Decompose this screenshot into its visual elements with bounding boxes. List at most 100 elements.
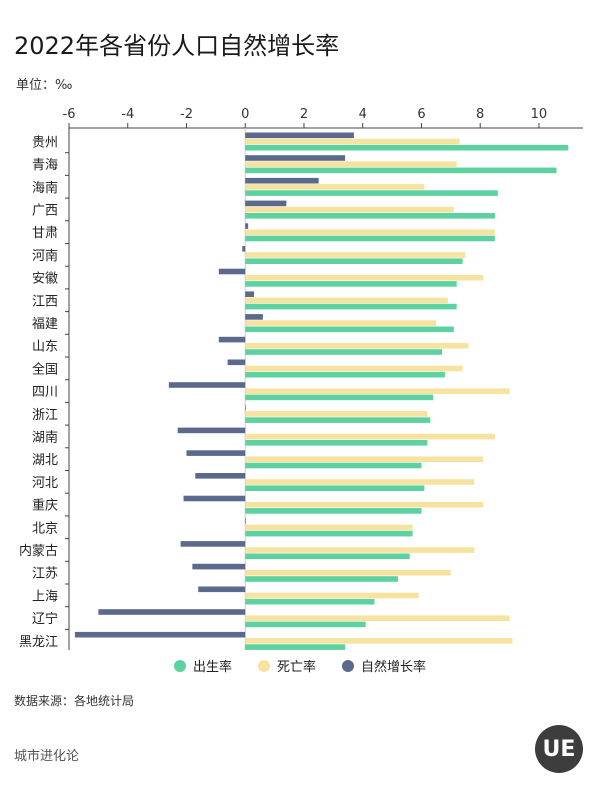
bar-natural	[168, 382, 246, 388]
brand-logo-icon: UE	[535, 725, 583, 773]
y-category-label: 全国	[32, 361, 58, 377]
x-tick-label: 2	[300, 107, 308, 122]
bar-birth	[245, 235, 495, 242]
bar-death	[245, 297, 448, 304]
y-category-label: 安徽	[32, 272, 58, 287]
bar-natural	[245, 291, 255, 297]
bar-death	[245, 206, 454, 213]
bar-death	[245, 252, 466, 258]
bar-birth	[245, 644, 346, 650]
bar-death	[245, 229, 495, 236]
y-category-label: 江苏	[32, 566, 58, 582]
y-category-label: 四川	[32, 385, 58, 400]
bar-birth	[245, 553, 410, 560]
unit-label: 单位：‰	[16, 78, 73, 93]
bar-natural	[218, 268, 246, 275]
bar-death	[245, 138, 460, 145]
bar-death	[245, 320, 437, 326]
bar-birth	[245, 621, 366, 628]
data-source: 数据来源：各地统计局	[14, 694, 135, 708]
y-category-label: 北京	[32, 521, 58, 536]
y-category-label: 青海	[32, 158, 58, 173]
y-category-label: 贵州	[32, 135, 58, 150]
bar-death	[245, 161, 457, 167]
y-category-label: 上海	[32, 589, 58, 604]
legend-item-birth[interactable]: 出生率	[173, 656, 232, 675]
bar-birth	[245, 485, 425, 491]
bar-death	[245, 274, 484, 281]
bar-natural	[218, 336, 246, 343]
y-category-label: 福建	[32, 317, 58, 332]
bar-death	[245, 365, 463, 372]
chart-legend: 出生率 死亡率 自然增长率	[0, 656, 600, 675]
bar-natural	[245, 223, 249, 229]
bar-death	[245, 433, 495, 440]
y-category-label: 湖北	[32, 453, 58, 468]
bar-death	[245, 615, 510, 621]
bar-natural	[245, 518, 246, 524]
legend-swatch-birth	[173, 659, 186, 672]
x-tick-label: -2	[180, 107, 193, 122]
bar-death	[245, 388, 510, 394]
bar-birth	[245, 258, 463, 264]
bar-death	[245, 411, 428, 417]
bar-birth	[245, 213, 495, 219]
bar-natural	[245, 200, 287, 207]
bar-death	[245, 638, 513, 644]
y-category-label: 重庆	[32, 498, 58, 514]
y-category-label: 甘肃	[32, 226, 58, 241]
x-tick-label: -6	[63, 107, 76, 122]
legend-item-natural[interactable]: 自然增长率	[342, 656, 426, 675]
bar-natural	[192, 563, 246, 570]
bar-death	[245, 343, 469, 349]
bar-birth	[245, 462, 422, 469]
bar-birth	[245, 576, 398, 582]
bar-natural	[186, 450, 246, 456]
bar-natural	[180, 541, 246, 547]
bar-birth	[245, 598, 375, 605]
bar-birth	[245, 349, 443, 355]
bar-birth	[245, 530, 413, 537]
bar-birth	[245, 417, 431, 423]
y-category-label: 江西	[32, 294, 58, 309]
bar-birth	[245, 167, 557, 174]
y-category-label: 河南	[32, 248, 58, 264]
legend-item-death[interactable]: 死亡率	[257, 656, 316, 675]
bar-birth	[245, 303, 457, 310]
y-category-label: 浙江	[32, 408, 58, 423]
y-category-label: 黑龙江	[19, 635, 58, 650]
bar-natural	[245, 177, 319, 184]
y-category-label: 内蒙古	[19, 543, 58, 559]
y-category-label: 辽宁	[32, 611, 58, 627]
y-category-label: 湖南	[32, 429, 58, 445]
x-tick-label: 4	[359, 107, 367, 122]
bar-birth	[245, 440, 428, 446]
bar-death	[245, 524, 413, 531]
bar-natural	[227, 359, 246, 366]
bar-birth	[245, 371, 445, 378]
page-title: 2022年各省份人口自然增长率	[14, 32, 340, 60]
legend-label-birth: 出生率	[192, 660, 232, 675]
bar-birth	[245, 190, 498, 196]
bar-death	[245, 592, 419, 599]
bar-death	[245, 479, 475, 485]
x-tick-label: 0	[241, 107, 249, 122]
y-category-label: 海南	[32, 180, 58, 196]
legend-swatch-death	[257, 659, 270, 672]
y-category-label: 广西	[32, 203, 58, 218]
legend-label-death: 死亡率	[276, 660, 316, 675]
bar-natural	[177, 427, 246, 434]
bar-birth	[245, 326, 454, 333]
x-tick-label: 8	[476, 107, 484, 122]
bar-natural	[183, 495, 246, 502]
x-tick-label: 10	[531, 107, 548, 122]
x-tick-label: -4	[121, 107, 134, 122]
bar-natural	[98, 609, 246, 615]
legend-swatch-natural	[342, 659, 354, 672]
bar-natural	[242, 246, 246, 252]
bar-death	[245, 547, 475, 553]
x-tick-label: 6	[417, 107, 425, 122]
bar-natural	[198, 586, 246, 593]
bar-death	[245, 456, 484, 463]
bar-death	[245, 184, 425, 190]
